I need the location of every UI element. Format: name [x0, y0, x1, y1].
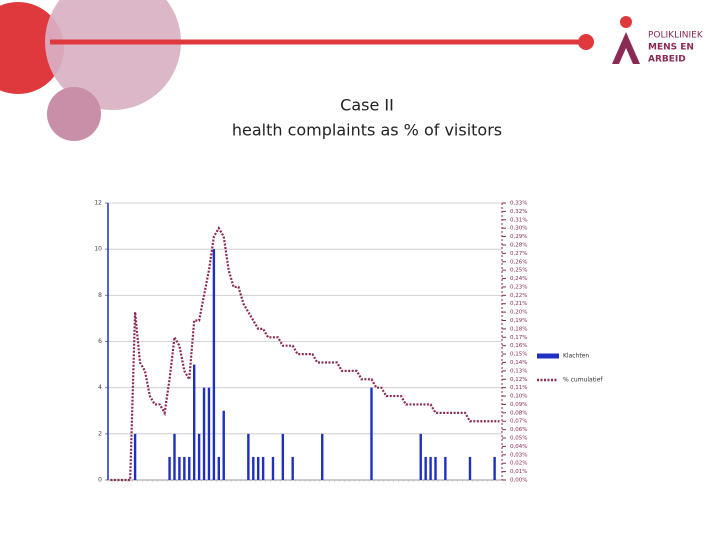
y2-tick-label: 0,28% — [510, 242, 527, 248]
slide-title: Case II — [340, 96, 394, 115]
bar — [252, 456, 255, 480]
y2-tick-label: 0,24% — [510, 276, 527, 282]
bar — [257, 456, 260, 480]
bar — [468, 456, 472, 480]
bar — [217, 456, 221, 480]
y2-tick-label: 0,33% — [510, 201, 527, 207]
y2-tick-label: 0,01% — [510, 469, 527, 475]
logo-text: ARBEID — [648, 55, 686, 65]
bar — [291, 456, 294, 480]
y2-tick-label: 0,16% — [510, 343, 527, 349]
bar — [370, 387, 373, 480]
y2-tick-label: 0,19% — [510, 318, 527, 324]
y-tick-label: 2 — [98, 430, 102, 437]
y2-tick-label: 0,13% — [510, 368, 527, 374]
y2-tick-label: 0,26% — [510, 259, 527, 265]
y2-tick-label: 0,23% — [510, 284, 527, 290]
bar — [271, 456, 275, 480]
logo-mark — [612, 32, 640, 64]
bar — [207, 387, 211, 480]
y2-tick-label: 0,25% — [510, 268, 527, 274]
line — [110, 226, 500, 482]
logo-text: MENS EN — [648, 43, 694, 53]
bar — [444, 456, 447, 480]
bar — [133, 433, 137, 480]
y2-tick-label: 0,00% — [510, 478, 527, 484]
decor-circle — [47, 87, 101, 141]
bar — [197, 433, 201, 480]
y2-tick-label: 0,30% — [510, 226, 527, 232]
y2-tick-label: 0,05% — [510, 436, 527, 442]
y2-tick-label: 0,15% — [510, 352, 527, 358]
logo-text: POLIKLINIEK — [648, 31, 704, 41]
bar — [261, 456, 265, 480]
y2-tick-label: 0,31% — [510, 217, 527, 223]
y2-tick-label: 0,04% — [510, 444, 527, 450]
y2-tick-label: 0,03% — [510, 452, 527, 458]
bar — [202, 387, 206, 480]
bar — [281, 433, 285, 480]
y2-tick-label: 0,07% — [510, 419, 527, 425]
y-tick-label: 12 — [94, 200, 102, 207]
y-tick-label: 6 — [98, 338, 102, 345]
y2-tick-label: 0,02% — [510, 461, 527, 467]
y2-tick-label: 0,17% — [510, 335, 527, 341]
bar — [188, 456, 191, 480]
bar — [183, 456, 186, 480]
y2-tick-label: 0,11% — [510, 385, 527, 391]
logo-mark — [620, 16, 632, 28]
decor-circle — [45, 0, 181, 110]
legend-label: Klachten — [563, 353, 589, 360]
chart: 0 2 4 6 8 10 12 0,00% 0,01% 0,02% 0,03% 0,04% 0,05% 0… — [94, 200, 603, 484]
bar — [247, 433, 250, 480]
y2-tick-label: 0,09% — [510, 402, 527, 408]
slide-subtitle: health complaints as % of visitors — [232, 121, 502, 140]
y2-tick-label: 0,21% — [510, 301, 527, 307]
y2-tick-label: 0,12% — [510, 377, 527, 383]
y2-tick-label: 0,27% — [510, 251, 527, 257]
bar — [429, 456, 432, 480]
y2-tick-label: 0,22% — [510, 293, 527, 299]
bar — [493, 456, 496, 480]
y2-tick-label: 0,29% — [510, 234, 527, 240]
bar — [192, 364, 196, 480]
y2-tick-label: 0,18% — [510, 326, 527, 332]
bar — [424, 456, 427, 480]
y-tick-label: 8 — [98, 292, 102, 299]
bar — [419, 433, 422, 480]
bar — [168, 456, 171, 480]
y2-tick-label: 0,32% — [510, 209, 527, 215]
y-tick-label: 0 — [98, 477, 102, 484]
y-tick-label: 4 — [98, 384, 102, 391]
legend-swatch — [537, 353, 559, 359]
bar — [212, 249, 216, 480]
bar — [173, 433, 176, 480]
bar — [321, 433, 324, 480]
decor-dot — [578, 34, 594, 50]
y-tick-label: 10 — [94, 246, 102, 253]
y2-tick-label: 0,08% — [510, 410, 527, 416]
y2-tick-label: 0,20% — [510, 310, 527, 316]
bar — [434, 456, 437, 480]
y2-tick-label: 0,10% — [510, 394, 527, 400]
y2-tick-label: 0,14% — [510, 360, 527, 366]
legend-label: % cumulatief — [563, 377, 603, 384]
bar — [222, 410, 225, 480]
bar — [178, 456, 181, 480]
y2-tick-label: 0,06% — [510, 427, 527, 433]
